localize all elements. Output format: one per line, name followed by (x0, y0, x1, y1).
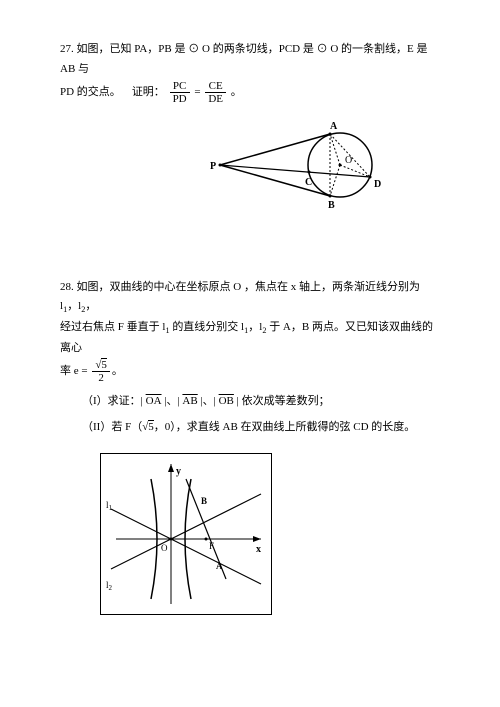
p28-p1l: （I）求证：| (82, 395, 146, 407)
lbl-b28: B (201, 496, 207, 506)
figure-28: y x O F A B l1 l2 (60, 453, 440, 623)
p27-line2: PD 的交点。 证明： PC PD = CE DE 。 (60, 80, 440, 105)
problem-27: 27. 如图，已知 PA，PB 是 ⊙ O 的两条切线，PCD 是 ⊙ O 的一… (60, 40, 440, 228)
lbl-l1: l1 (106, 500, 113, 512)
lbl-d: D (374, 179, 381, 190)
eq: = (194, 86, 200, 98)
p28-num: 28. (60, 281, 74, 293)
lbl-p: P (210, 161, 216, 172)
p28-part1: （I）求证：| OA |、| AB |、| OB | 依次成等差数列； (60, 392, 440, 412)
lbl-o28: O (161, 543, 168, 553)
s2: |、| (198, 395, 219, 407)
p28-line2: 经过右焦点 F 垂直于 l1 的直线分别交 l1，l2 于 A，B 两点。又已知… (60, 318, 440, 359)
svg-28: y x O F A B l1 l2 (100, 453, 272, 615)
p27-num: 27. (60, 43, 74, 55)
lbl-c: C (305, 177, 312, 188)
p28-l1s3: 1 (244, 327, 248, 336)
s1: |、| (162, 395, 183, 407)
p28-p1e: | 依次成等差数列； (234, 395, 330, 407)
p28-part2: （II）若 F（√5，0），求直线 AB 在双曲线上所截得的弦 CD 的长度。 (60, 418, 440, 438)
p28-line3: 率 e = √5 2 。 (60, 359, 440, 384)
p28-line1: 28. 如图，双曲线的中心在坐标原点 O ，焦点在 x 轴上，两条渐近线分别为 … (60, 278, 440, 319)
den2: DE (205, 93, 226, 105)
lbl-x: x (256, 544, 261, 555)
p27-period: 。 (231, 86, 242, 98)
p28-p1: 。 (112, 365, 123, 377)
ob-bar: OB (219, 395, 234, 407)
lbl-f: F (209, 541, 214, 551)
p27-prove: 证明： (132, 86, 165, 98)
sqrt5a: 5 (101, 358, 107, 371)
lbl-l2: l2 (106, 580, 113, 592)
num2: CE (205, 80, 226, 93)
line-pa (220, 134, 330, 165)
sqrt5-2: √5 (142, 420, 154, 433)
figure-27: P A B C D O (60, 115, 440, 228)
lbl-a28: A (216, 561, 223, 571)
num1: PC (170, 80, 190, 93)
ab-bar: AB (182, 395, 197, 407)
problem-28: 28. 如图，双曲线的中心在坐标原点 O ，焦点在 x 轴上，两条渐近线分别为 … (60, 278, 440, 623)
p28-c2: ， (85, 300, 96, 312)
p28-t2: 经过右焦点 F 垂直于 l (60, 321, 165, 333)
line-oa (330, 134, 340, 165)
frac-ce-de: CE DE (205, 80, 226, 105)
den-e: 2 (92, 372, 110, 384)
p28-t1: 如图，双曲线的中心在坐标原点 O ，焦点在 x 轴上，两条渐近线分别为 l (60, 281, 420, 313)
p28-c1: ，l (67, 300, 81, 312)
oa-bar: OA (146, 395, 162, 407)
frac-pc-pd: PC PD (170, 80, 190, 105)
p27-t2: PD 的交点。 (60, 86, 121, 98)
line-ob (330, 165, 340, 196)
den1: PD (170, 93, 190, 105)
p28-t3: 的直线分别交 l (170, 321, 245, 333)
p28-t5: 率 e = (60, 365, 88, 377)
lbl-a: A (330, 121, 338, 132)
p27-t1: 如图，已知 PA，PB 是 ⊙ O 的两条切线，PCD 是 ⊙ O 的一条割线，… (60, 43, 428, 75)
frac-e: √5 2 (92, 359, 110, 384)
p28-p2l: （II）若 F（ (82, 421, 142, 433)
svg-27: P A B C D O (200, 115, 400, 220)
p27-line1: 27. 如图，已知 PA，PB 是 ⊙ O 的两条切线，PCD 是 ⊙ O 的一… (60, 40, 440, 80)
lbl-o: O (345, 155, 352, 166)
lbl-y: y (176, 466, 181, 477)
p28-p2m: ，0），求直线 AB 在双曲线上所截得的弦 CD 的长度。 (154, 421, 416, 433)
num-e: √5 (92, 359, 110, 372)
lbl-b: B (328, 200, 335, 211)
